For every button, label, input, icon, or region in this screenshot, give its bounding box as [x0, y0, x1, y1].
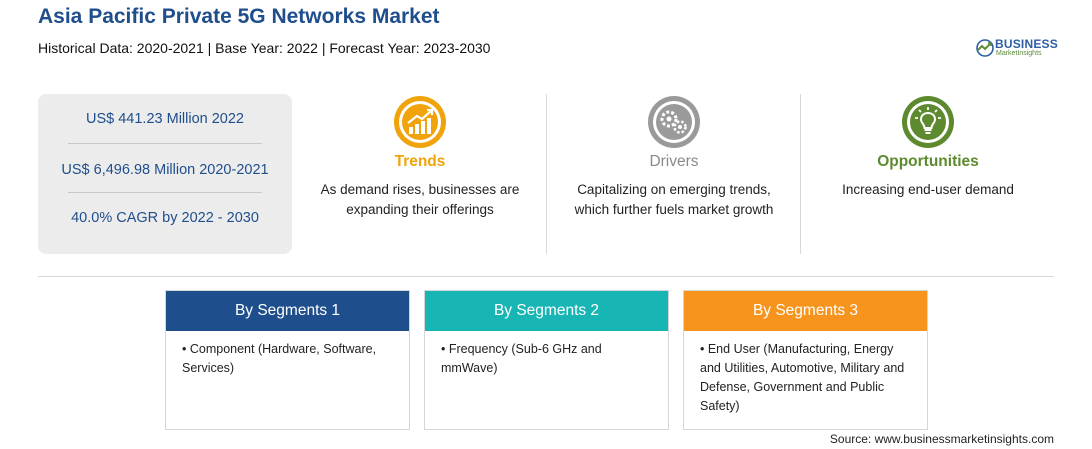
segment-1-item: • Component (Hardware, Software, Service…	[182, 342, 377, 375]
opportunities-column: Opportunities Increasing end-user demand	[808, 94, 1048, 200]
segment-1-header: By Segments 1	[166, 291, 409, 331]
page-title: Asia Pacific Private 5G Networks Market	[38, 5, 440, 28]
segment-3-header: By Segments 3	[684, 291, 927, 331]
logo-name: BUSINESS	[995, 37, 1058, 51]
gears-icon	[648, 96, 700, 148]
globe-logo-icon	[976, 39, 994, 57]
drivers-title: Drivers	[649, 153, 699, 170]
column-divider	[800, 94, 801, 254]
growth-chart-icon	[394, 96, 446, 148]
segment-3-item: • End User (Manufacturing, Energy and Ut…	[700, 342, 905, 413]
segment-card-3: By Segments 3 • End User (Manufacturing,…	[683, 290, 928, 430]
section-divider	[38, 276, 1054, 277]
drivers-column: Drivers Capitalizing on emerging trends,…	[554, 94, 794, 220]
segment-2-header: By Segments 2	[425, 291, 668, 331]
stat-divider	[68, 192, 262, 193]
column-divider	[546, 94, 547, 254]
segment-card-2: By Segments 2 • Frequency (Sub-6 GHz and…	[424, 290, 669, 430]
opportunities-title: Opportunities	[877, 153, 979, 170]
lightbulb-icon	[902, 96, 954, 148]
cagr-value: 40.0% CAGR by 2022 - 2030	[71, 210, 259, 226]
stat-divider	[68, 143, 262, 144]
opportunities-text: Increasing end-user demand	[842, 182, 1014, 197]
market-value-historical: US$ 6,496.98 Million 2020-2021	[61, 162, 269, 178]
segment-2-item: • Frequency (Sub-6 GHz and mmWave)	[441, 342, 602, 375]
market-value-2022: US$ 441.23 Million 2022	[86, 111, 244, 127]
trends-column: Trends As demand rises, businesses are e…	[300, 94, 540, 220]
trends-title: Trends	[394, 153, 446, 170]
market-stats-panel: US$ 441.23 Million 2022 US$ 6,496.98 Mil…	[38, 94, 292, 254]
source-note: Source: www.businessmarketinsights.com	[829, 432, 1054, 446]
business-market-insights-logo: BUSINESS MarketInsights	[975, 36, 1065, 60]
drivers-text: Capitalizing on emerging trends, which f…	[574, 182, 774, 217]
trends-text: As demand rises, businesses are expandin…	[320, 182, 520, 217]
segment-card-1: By Segments 1 • Component (Hardware, Sof…	[165, 290, 410, 430]
page-subtitle: Historical Data: 2020-2021 | Base Year: …	[38, 40, 491, 56]
logo-subtitle: MarketInsights	[996, 50, 1042, 57]
